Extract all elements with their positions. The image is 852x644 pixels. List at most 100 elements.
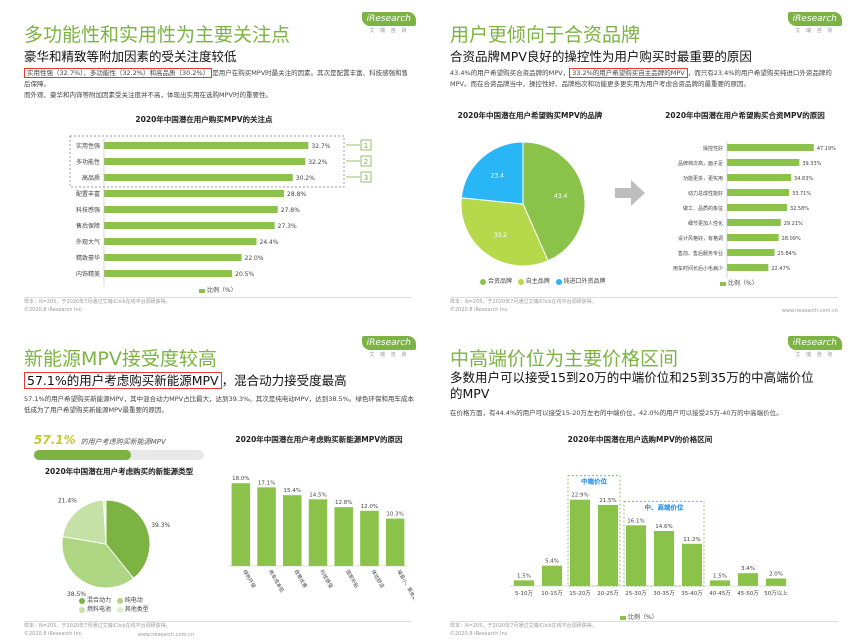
panel-new-energy: 新能源MPV接受度较高 57.1%的用户考虑购买新能源MPV ，混合动力接受度最高…: [4, 326, 424, 644]
panel-subtitle: 多数用户可以接受15到20万的中端价位和25到35万的中高端价位的MPV: [450, 370, 814, 401]
bar: [737, 573, 759, 586]
value-label: 32.7%: [311, 143, 330, 150]
pie-slice: [105, 499, 151, 580]
legend-label: 比例（%）: [207, 287, 237, 294]
value-label: 1.5%: [713, 573, 727, 579]
bar: [653, 530, 675, 586]
bar: [385, 518, 405, 566]
legend-item: 纯进口外资品牌: [563, 278, 606, 285]
footer: 样本：N=205，于2020年7月通过艾瑞iClick在线平台调研获得。 ©202…: [450, 622, 597, 638]
iresearch-logo: iResearch 艾 瑞 咨 询: [361, 12, 416, 34]
footer-source: 样本：N=205，于2020年7月通过艾瑞iClick在线平台调研获得。: [450, 299, 597, 305]
bar: [765, 578, 787, 586]
bar: [569, 499, 591, 586]
bar: [727, 189, 790, 196]
marker-box: [360, 171, 372, 183]
category-label: 品牌档次高，面子足: [678, 160, 723, 167]
value-label: 34.83%: [794, 176, 813, 182]
legend-item: 合资品牌: [488, 278, 513, 285]
desc-pre: 43.4%的用户希望购买合资品牌的MPV，: [450, 69, 570, 77]
footer-divider: [24, 297, 412, 298]
jv-reasons-bar-chart: 操控性好 47.19% 品牌档次高，面子足 39.33% 功能更多，更实用 34.83% 动…: [673, 141, 836, 278]
value-label: 1.5%: [517, 573, 531, 579]
marker-box: [360, 155, 372, 167]
legend-swatch: [720, 281, 726, 286]
value-label: 22.9%: [571, 493, 588, 499]
iresearch-logo: iResearch 艾 瑞 咨 询: [361, 336, 416, 358]
slice-label: 33.2: [494, 232, 508, 239]
attention-bar-chart: 实用性强 32.7% 多功能性 32.2% 高品质 30.2% 配置丰富 28.8% 科技感强 2…: [69, 135, 372, 286]
bar: [727, 174, 792, 181]
legend-label: 比例（%）: [728, 280, 758, 287]
slice-label: 43.4: [554, 193, 568, 200]
category-label: 国家补贴: [344, 569, 360, 590]
bar-chart-title: 2020年中国潜在用户考虑购买新能源MPV的原因: [235, 435, 403, 444]
panel-description: 57.1%的用户希望购买新能源MPV，其中混合动力MPV占比最大，达到39.3%…: [24, 395, 414, 414]
footer-divider: [450, 297, 838, 298]
bar: [727, 144, 814, 151]
pie-slice: [62, 499, 107, 545]
value-label: 32.58%: [790, 206, 809, 212]
footer: 样本：N=205，于2020年7月通过艾瑞iClick在线平台调研获得。 ©202…: [450, 298, 597, 314]
bar: [104, 190, 284, 197]
value-label: 15.4%: [284, 488, 301, 494]
footer-url: www.iresearch.com.cn: [781, 308, 838, 314]
panel-title: 新能源MPV接受度较高: [24, 348, 217, 370]
bar-chart-title: 2020年中国潜在用户希望购买合资MPV的原因: [665, 111, 825, 120]
logo-subtext: 艾 瑞 咨 询: [369, 28, 409, 34]
category-label: 15-20万: [569, 590, 591, 597]
legend-swatch: [620, 615, 626, 620]
category-label: 做工、品质的象征: [683, 205, 723, 212]
panel-description: 实用性强（32.7%）、多功能性（32.2%）和高品质（30.2%） 是用户在购买…: [24, 68, 414, 101]
bar: [727, 234, 779, 241]
category-label: 噪音小、乘坐舒适: [395, 569, 414, 607]
iresearch-logo: iResearch 艾 瑞 咨 询: [787, 12, 842, 34]
pie-chart-title: 2020年中国潜在用户考虑购买的新能源类型: [44, 467, 194, 476]
bar: [727, 219, 781, 226]
bar: [308, 499, 328, 566]
bar: [104, 238, 257, 245]
pie-slice: [102, 499, 107, 545]
panel-subtitle: 豪华和精致等附加因素的受关注度较低: [24, 49, 237, 64]
category-label: 实用性强: [76, 142, 100, 150]
value-label: 5.4%: [545, 559, 559, 565]
category-label: 体验舒适: [370, 569, 386, 590]
bar: [104, 158, 306, 165]
pie-slice: [522, 141, 586, 262]
category-label: 外观大气: [76, 238, 100, 246]
category-label: 20-25万: [597, 590, 619, 597]
value-label: 10.3%: [386, 512, 403, 518]
highlight-text: 33.2%的用户希望购买自主品牌的MPV: [569, 68, 688, 78]
legend-label: 比例（%）: [628, 614, 658, 621]
bar: [104, 254, 242, 261]
value-label: 30.2%: [296, 175, 315, 182]
marker-label: 2: [364, 158, 368, 166]
big-stat: 57.1% 的用户考虑购买新能源MPV: [34, 429, 166, 448]
bar: [625, 525, 647, 586]
category-label: 绿色环保: [241, 569, 257, 590]
panel-attention-points: 多功能性和实用性为主要关注点 豪华和精致等附加因素的受关注度较低 iResear…: [4, 2, 424, 320]
range-bracket: [567, 475, 621, 587]
desc-line-2: 而外观、豪华和内饰等附加因素受关注度并不高，体现出实用在选购MPV时的重要性。: [24, 91, 272, 99]
category-label: 45-50万: [737, 590, 759, 597]
ne-reasons-bar-chart: 18.0% 绿色环保 17.1% 用车成本低 15.4% 政策优惠 14.5% 科技感强 12.…: [228, 476, 414, 607]
desc-rest: 是用户在购买MPV时最关注的因素。其次是配置丰富、科技感强和售后保障。: [24, 69, 409, 88]
logo-subtext: 艾 瑞 咨 询: [795, 28, 835, 34]
bar: [231, 483, 251, 566]
pie-legend: 混合动力 纯电动 燃料电池 其他类型: [79, 596, 149, 614]
bar: [727, 264, 769, 271]
category-label: 10-15万: [541, 590, 563, 597]
category-label: 50万以上: [764, 589, 788, 597]
value-label: 14.6%: [655, 524, 672, 530]
category-label: 内饰精美: [76, 270, 100, 278]
bar: [360, 510, 379, 566]
marker-box: [360, 139, 372, 151]
bar: [257, 487, 276, 566]
value-label: 14.5%: [309, 492, 326, 498]
value-label: 25.84%: [778, 251, 797, 257]
footer-source: 样本：N=205，于2020年7月通过艾瑞iClick在线平台调研获得。: [450, 623, 597, 629]
footer-url: www.iresearch.com.cn: [137, 632, 194, 638]
bar: [104, 222, 275, 229]
legend-swatch: [199, 288, 205, 293]
value-label: 21.5%: [599, 498, 616, 504]
